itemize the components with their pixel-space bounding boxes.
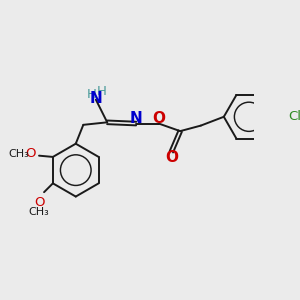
Text: O: O (34, 196, 44, 209)
Text: O: O (165, 150, 178, 165)
Text: Cl: Cl (288, 110, 300, 123)
Text: CH₃: CH₃ (29, 207, 50, 217)
Text: H: H (86, 88, 96, 101)
Text: N: N (90, 91, 103, 106)
Text: O: O (25, 147, 35, 160)
Text: N: N (130, 110, 142, 125)
Text: O: O (152, 110, 165, 125)
Text: CH₃: CH₃ (8, 149, 29, 159)
Text: H: H (97, 85, 106, 98)
